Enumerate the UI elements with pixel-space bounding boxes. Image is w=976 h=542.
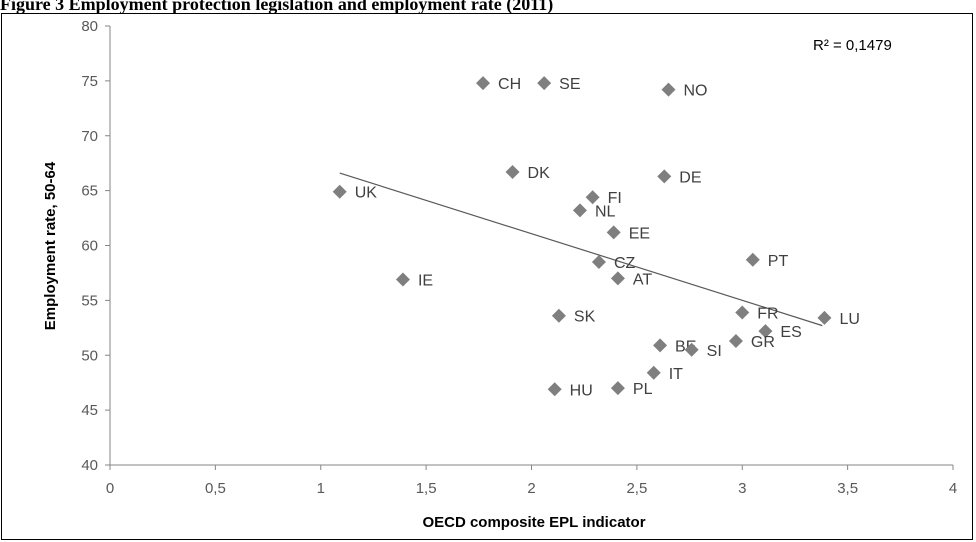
data-point-ee (606, 225, 621, 240)
y-tick-label: 75 (81, 73, 98, 90)
y-tick-label: 80 (81, 18, 98, 35)
point-label-gr: GR (751, 334, 775, 351)
y-tick-label: 70 (81, 128, 98, 145)
x-tick-label: 3,5 (837, 480, 858, 497)
data-point-hu (547, 382, 562, 397)
x-tick-label: 1 (317, 480, 325, 497)
point-label-es: ES (780, 324, 801, 341)
point-label-ee: EE (629, 225, 650, 242)
point-label-lu: LU (839, 311, 859, 328)
data-point-sk (551, 308, 566, 323)
trendline-group (339, 172, 823, 327)
point-label-de: DE (679, 169, 701, 186)
figure-caption: Figure 3 Employment protection legislati… (0, 0, 554, 14)
data-point-uk (332, 184, 347, 199)
point-label-hu: HU (570, 382, 593, 399)
x-tick-label: 2,5 (626, 480, 647, 497)
x-tick-label: 3 (738, 480, 746, 497)
data-point-ch (476, 76, 491, 91)
point-label-no: NO (683, 83, 707, 100)
data-point-se (537, 76, 552, 91)
point-label-uk: UK (355, 185, 378, 202)
point-label-sk: SK (574, 309, 596, 326)
data-point-dk (505, 164, 520, 179)
axes-group: 40 45 50 55 60 65 70 75 80 0 0,5 1 1,5 2 2,5 3 3,5 4 (81, 18, 957, 497)
data-point-ie (395, 272, 410, 287)
point-label-pt: PT (768, 253, 789, 270)
data-point-it (646, 365, 661, 380)
data-point-gr (728, 333, 743, 348)
y-tick-label: 55 (81, 292, 98, 309)
y-tick-label: 60 (81, 238, 98, 255)
y-tick-label: 50 (81, 347, 98, 364)
point-label-cz: CZ (614, 255, 636, 272)
x-tick-label: 0 (106, 480, 114, 497)
data-point-cz (591, 254, 606, 269)
x-tick-label: 0,5 (205, 480, 226, 497)
y-tick-label: 45 (81, 402, 98, 419)
point-label-ie: IE (418, 273, 433, 290)
data-point-no (661, 82, 676, 97)
point-label-se: SE (559, 76, 580, 93)
r-squared-annotation: R² = 0,1479 (813, 37, 892, 54)
data-point-es (758, 324, 773, 339)
point-label-at: AT (633, 271, 652, 288)
x-axis-title: OECD composite EPL indicator (422, 514, 645, 531)
point-label-pl: PL (633, 381, 653, 398)
data-point-be (653, 338, 668, 353)
data-point-de (657, 169, 672, 184)
y-tick-label: 40 (81, 457, 98, 474)
data-point-si (684, 342, 699, 357)
point-label-fr: FR (757, 305, 778, 322)
trendline (339, 172, 823, 327)
point-label-it: IT (669, 366, 683, 383)
data-point-fr (735, 305, 750, 320)
x-tick-label: 2 (527, 480, 535, 497)
data-point-fi (585, 190, 600, 205)
point-label-fi: FI (608, 190, 622, 207)
data-point-at (610, 271, 625, 286)
data-point-lu (817, 310, 832, 325)
point-label-dk: DK (528, 165, 551, 182)
data-point-pt (745, 252, 760, 267)
y-axis-title: Employment rate, 50-64 (42, 161, 59, 330)
x-tick-label: 4 (949, 480, 957, 497)
data-point-pl (610, 381, 625, 396)
y-tick-label: 65 (81, 183, 98, 200)
point-label-si: SI (707, 343, 722, 360)
point-label-nl: NL (595, 203, 616, 220)
x-tick-label: 1,5 (416, 480, 437, 497)
chart-frame (1, 13, 973, 540)
point-label-ch: CH (498, 76, 521, 93)
data-point-nl (572, 203, 587, 218)
